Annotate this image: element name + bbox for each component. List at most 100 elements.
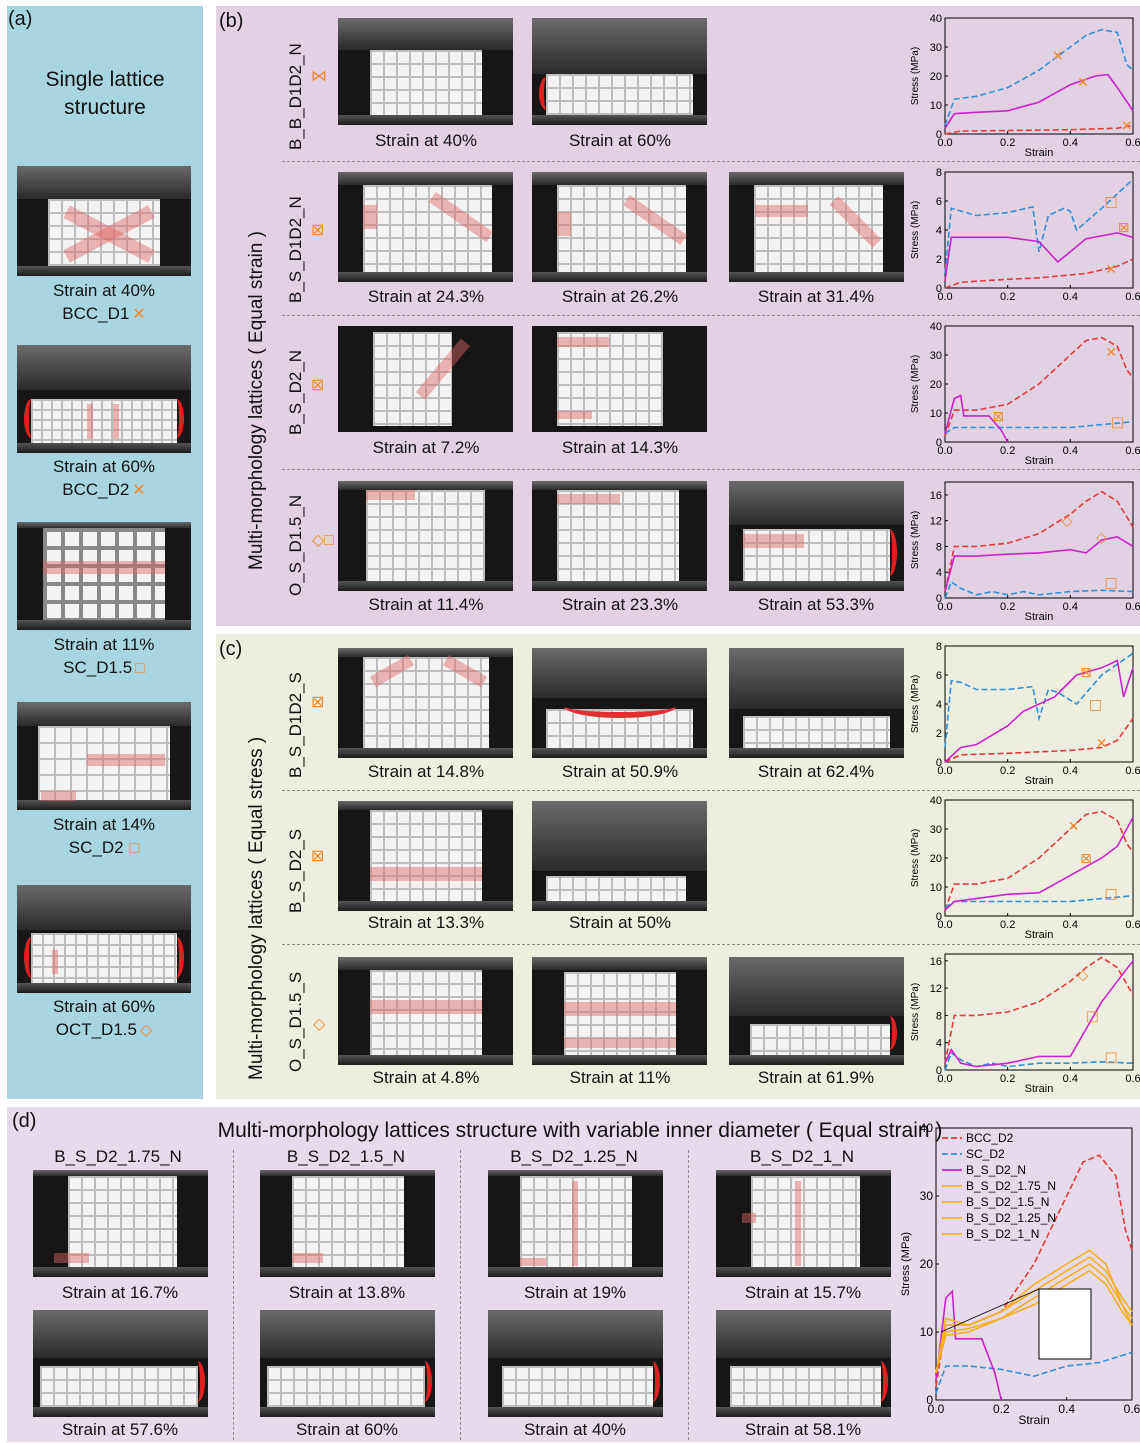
b-row1-name: B_B_D1D2_N xyxy=(286,43,305,150)
series-line-magenta xyxy=(944,394,1009,443)
x-tick-label: 0.0 xyxy=(937,601,952,613)
y-tick-label: 0 xyxy=(926,1393,933,1407)
data-marker: ✕ xyxy=(1105,345,1117,361)
y-axis-label: Stress (MPa) xyxy=(910,983,921,1041)
data-marker: □ xyxy=(1111,415,1124,431)
x-tick-label: 0.4 xyxy=(1058,1402,1075,1416)
legend-entry: B_S_D2_1.25_N xyxy=(966,1211,1056,1225)
x-tick-label: 0.2 xyxy=(993,1402,1010,1416)
legend-entry: SC_D2 xyxy=(966,1147,1005,1161)
x-axis-label: Strain xyxy=(1025,611,1054,623)
y-axis-label: Stress (MPa) xyxy=(910,355,921,413)
y-tick-label: 40 xyxy=(920,1121,934,1135)
d-col2-photo-bottom xyxy=(260,1310,435,1417)
y-axis-label: Stress (MPa) xyxy=(900,1232,912,1296)
x-tick-label: 0.0 xyxy=(937,765,952,777)
series-line-red xyxy=(944,124,1134,135)
diamond-marker-icon: ◇ xyxy=(139,1022,153,1039)
a-name-5: OCT_D1.5 ◇ xyxy=(56,1020,153,1040)
b-row1-marker-icon: ⋈ xyxy=(311,68,327,85)
b-row1-photo-1 xyxy=(338,18,513,125)
y-tick-label: 0 xyxy=(936,283,942,295)
y-tick-label: 10 xyxy=(930,408,942,420)
data-marker: □ xyxy=(1104,886,1117,902)
data-marker: □ xyxy=(1104,194,1117,210)
legend-entry: BCC_D2 xyxy=(966,1131,1014,1145)
series-line-blue xyxy=(944,420,1134,434)
a-name-4-text: SC_D2 xyxy=(68,838,124,857)
series-line-red xyxy=(944,718,1134,763)
y-axis-label: Stress (MPa) xyxy=(910,675,921,733)
x-tick-label: 0.0 xyxy=(937,291,952,303)
d-col4-name: B_S_D2_1_N xyxy=(750,1147,854,1166)
y-tick-label: 0 xyxy=(936,911,942,923)
x-tick-label: 0.6 xyxy=(1125,445,1140,457)
a-name-3: SC_D1.5 □ xyxy=(63,658,145,678)
a-name-3-text: SC_D1.5 xyxy=(63,658,133,677)
x-tick-label: 0.6 xyxy=(1125,1073,1140,1085)
a-caption-1: Strain at 40% xyxy=(52,281,156,300)
c-row3-photo-1 xyxy=(338,957,513,1065)
y-tick-label: 0 xyxy=(936,757,942,769)
d-col3-cap-top: Strain at 19% xyxy=(523,1283,627,1302)
c-row3-name: O_S_D1.5_S xyxy=(286,971,305,1072)
x-tick-label: 0.0 xyxy=(937,445,952,457)
b-row3-name: B_S_D2_N xyxy=(286,349,305,435)
x-tick-label: 0.0 xyxy=(937,1073,952,1085)
y-tick-label: 10 xyxy=(930,882,942,894)
y-tick-label: 40 xyxy=(930,321,942,333)
data-marker: ✕ xyxy=(1077,75,1089,91)
inset-box xyxy=(1038,1288,1092,1360)
a-caption-3: Strain at 11% xyxy=(53,635,155,654)
row-divider xyxy=(282,315,1140,316)
d-col4-cap-bottom: Strain at 58.1% xyxy=(744,1420,862,1439)
photo-bcc-d2 xyxy=(17,345,191,453)
chart-b2: 0.0 0.2 0.4 0.6 0 2 4 6 8 Stress (MPa) □⊠ ✕ xyxy=(910,167,1140,303)
x-tick-label: 0.0 xyxy=(928,1402,945,1416)
y-tick-label: 30 xyxy=(930,824,942,836)
y-tick-label: 40 xyxy=(930,13,942,25)
data-marker: □ xyxy=(1104,575,1117,591)
c-row1-name: B_S_D1D2_S xyxy=(286,672,305,778)
b-row3-photo-2 xyxy=(532,326,707,432)
series-line-red xyxy=(944,336,1134,437)
y-tick-label: 2 xyxy=(936,728,942,740)
y-tick-label: 30 xyxy=(930,350,942,362)
chart-c3: 0.0 0.2 0.4 0.6 0 4 8 12 16 Strain Stress (MPa) ◇ □ □ xyxy=(910,953,1140,1095)
a-name-1: BCC_D1 ✕ xyxy=(62,304,146,324)
plot-frame xyxy=(944,481,1134,599)
data-marker: □ xyxy=(1086,1008,1099,1024)
x-tick-label: 0.4 xyxy=(1063,601,1078,613)
y-tick-label: 4 xyxy=(936,1038,942,1050)
y-tick-label: 4 xyxy=(936,699,942,711)
x-tick-label: 0.2 xyxy=(1000,1073,1015,1085)
panel-a-title: Single lattice structure xyxy=(7,66,203,122)
c-row2-cap-2: Strain at 50% xyxy=(568,913,672,932)
series-line-red xyxy=(944,810,1134,911)
x-tick-label: 0.2 xyxy=(1000,919,1015,931)
d-col1-name: B_S_D2_1.75_N xyxy=(54,1147,182,1166)
series-line-magenta xyxy=(944,817,1134,911)
c-row3-photo-3 xyxy=(729,957,904,1065)
row-divider xyxy=(282,790,1140,791)
x-tick-label: 0.0 xyxy=(937,919,952,931)
b-row2-photo-1 xyxy=(338,172,513,282)
panel-a-title-line2: structure xyxy=(64,96,146,119)
series-line-magenta xyxy=(944,535,1134,592)
data-marker: ✕ xyxy=(1068,819,1080,835)
y-tick-label: 16 xyxy=(930,956,942,968)
series-line-blue xyxy=(944,580,1134,599)
c-row2-cap-1: Strain at 13.3% xyxy=(367,913,485,932)
d-col4-cap-top: Strain at 15.7% xyxy=(744,1283,862,1302)
series-line-magenta xyxy=(944,659,1134,763)
legend-entry: B_S_D2_N xyxy=(966,1163,1026,1177)
a-name-1-text: BCC_D1 xyxy=(62,304,130,323)
d-col4-photo-top xyxy=(716,1170,891,1277)
x-axis-label: Strain xyxy=(1025,455,1054,467)
x-tick-label: 0.6 xyxy=(1125,919,1140,931)
b-row4-cap-2: Strain at 23.3% xyxy=(561,595,679,614)
c-row1-photo-1 xyxy=(338,648,513,758)
y-tick-label: 0 xyxy=(936,593,942,605)
x-tick-label: 0.4 xyxy=(1063,291,1078,303)
a-caption-4: Strain at 14% xyxy=(52,815,156,834)
